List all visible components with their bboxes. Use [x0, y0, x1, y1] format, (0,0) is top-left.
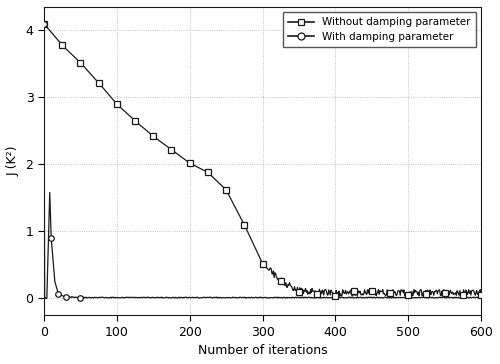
X-axis label: Number of iterations: Number of iterations — [198, 344, 328, 357]
Y-axis label: J (K²): J (K²) — [7, 146, 20, 176]
Legend: Without damping parameter, With damping parameter: Without damping parameter, With damping … — [282, 12, 476, 47]
